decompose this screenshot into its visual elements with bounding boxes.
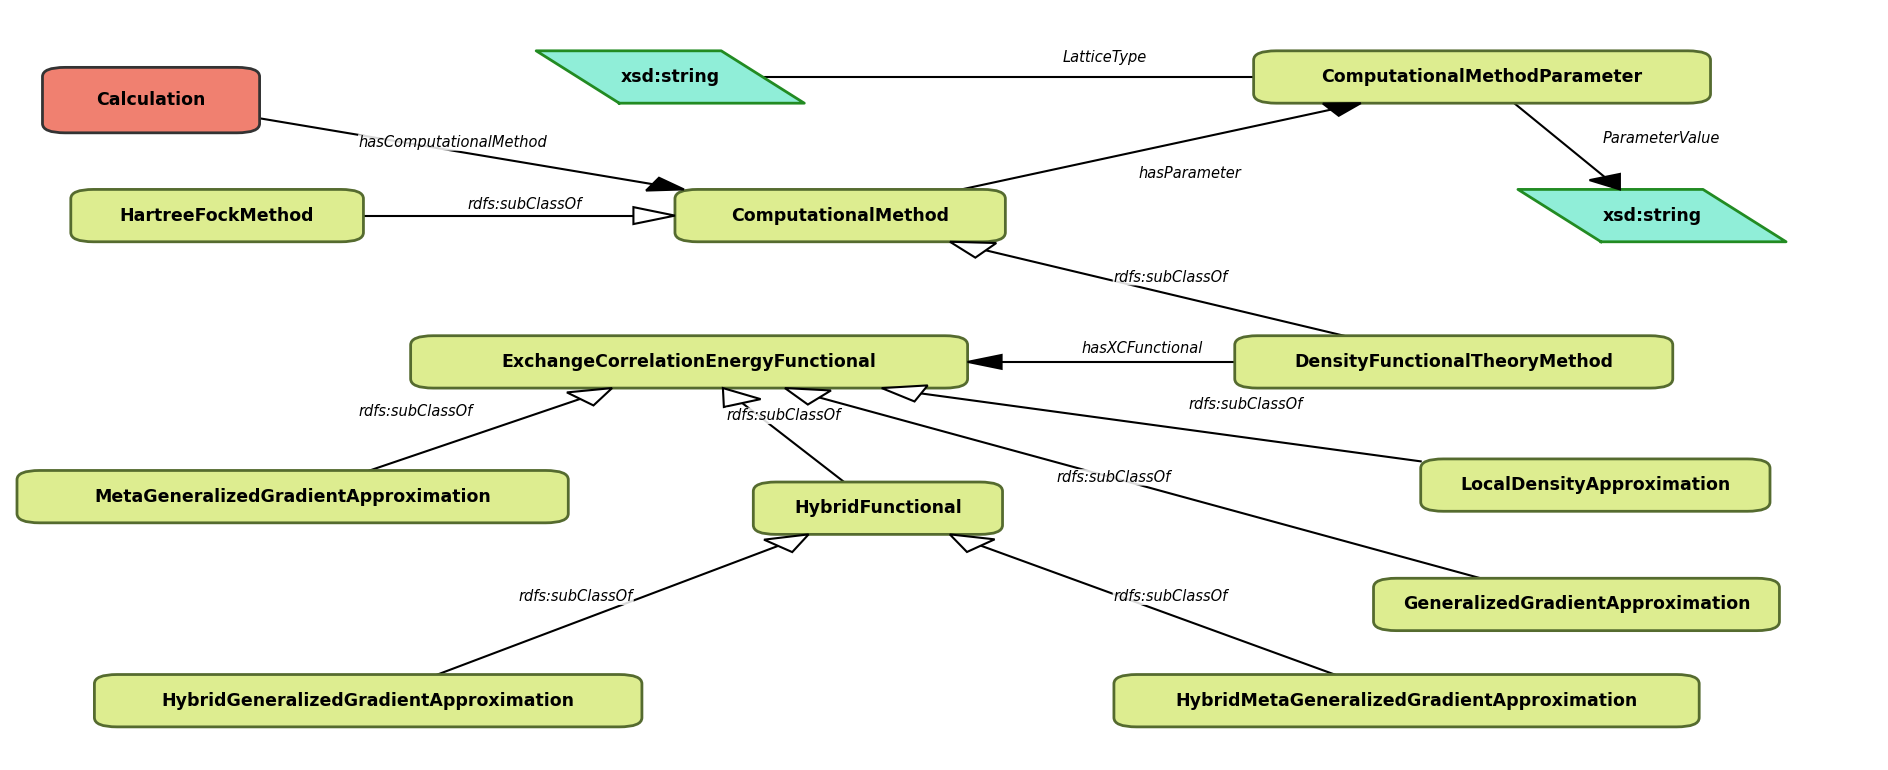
Polygon shape: [566, 388, 612, 406]
Text: Calculation: Calculation: [96, 91, 206, 109]
Text: rdfs:subClassOf: rdfs:subClassOf: [1189, 397, 1303, 412]
Text: MetaGeneralizedGradientApproximation: MetaGeneralizedGradientApproximation: [94, 487, 491, 506]
FancyBboxPatch shape: [753, 482, 1003, 534]
Text: rdfs:subClassOf: rdfs:subClassOf: [1114, 270, 1227, 285]
Text: rdfs:subClassOf: rdfs:subClassOf: [1057, 470, 1171, 485]
FancyBboxPatch shape: [1235, 336, 1673, 388]
FancyBboxPatch shape: [676, 189, 1004, 242]
Polygon shape: [634, 207, 676, 224]
Text: HybridFunctional: HybridFunctional: [795, 499, 961, 517]
Polygon shape: [765, 534, 808, 552]
Text: ComputationalMethod: ComputationalMethod: [731, 206, 950, 225]
Text: rdfs:subClassOf: rdfs:subClassOf: [1114, 589, 1227, 604]
Text: xsd:string: xsd:string: [621, 68, 719, 86]
Text: rdfs:subClassOf: rdfs:subClassOf: [359, 404, 472, 420]
FancyBboxPatch shape: [17, 470, 568, 523]
Polygon shape: [882, 386, 927, 401]
FancyBboxPatch shape: [72, 189, 362, 242]
FancyBboxPatch shape: [43, 68, 259, 133]
Polygon shape: [967, 355, 1001, 369]
Polygon shape: [950, 534, 995, 552]
Text: HartreeFockMethod: HartreeFockMethod: [119, 206, 315, 225]
FancyBboxPatch shape: [94, 675, 642, 727]
Text: ComputationalMethodParameter: ComputationalMethodParameter: [1322, 68, 1643, 86]
Polygon shape: [536, 51, 804, 103]
FancyBboxPatch shape: [1114, 675, 1699, 727]
Polygon shape: [723, 388, 761, 407]
Text: rdfs:subClassOf: rdfs:subClassOf: [468, 196, 582, 212]
Text: GeneralizedGradientApproximation: GeneralizedGradientApproximation: [1403, 595, 1750, 614]
Text: LocalDensityApproximation: LocalDensityApproximation: [1459, 476, 1731, 494]
Polygon shape: [1590, 174, 1620, 189]
Polygon shape: [785, 388, 831, 404]
Text: hasComputationalMethod: hasComputationalMethod: [359, 135, 548, 150]
Text: HybridGeneralizedGradientApproximation: HybridGeneralizedGradientApproximation: [162, 691, 574, 710]
Text: hasParameter: hasParameter: [1138, 166, 1240, 181]
Polygon shape: [1518, 189, 1786, 242]
FancyBboxPatch shape: [1420, 459, 1771, 511]
Text: hasXCFunctional: hasXCFunctional: [1082, 340, 1203, 356]
Text: ExchangeCorrelationEnergyFunctional: ExchangeCorrelationEnergyFunctional: [502, 353, 876, 371]
Text: ParameterValue: ParameterValue: [1603, 131, 1720, 146]
Polygon shape: [950, 242, 997, 258]
Polygon shape: [1323, 103, 1361, 116]
Text: rdfs:subClassOf: rdfs:subClassOf: [519, 589, 632, 604]
Text: rdfs:subClassOf: rdfs:subClassOf: [727, 408, 840, 424]
FancyBboxPatch shape: [1254, 51, 1711, 103]
Polygon shape: [646, 178, 683, 190]
Text: DensityFunctionalTheoryMethod: DensityFunctionalTheoryMethod: [1295, 353, 1612, 371]
Text: HybridMetaGeneralizedGradientApproximation: HybridMetaGeneralizedGradientApproximati…: [1176, 691, 1637, 710]
Text: xsd:string: xsd:string: [1603, 206, 1701, 225]
Text: LatticeType: LatticeType: [1063, 50, 1146, 65]
FancyBboxPatch shape: [412, 336, 967, 388]
FancyBboxPatch shape: [1373, 578, 1778, 631]
